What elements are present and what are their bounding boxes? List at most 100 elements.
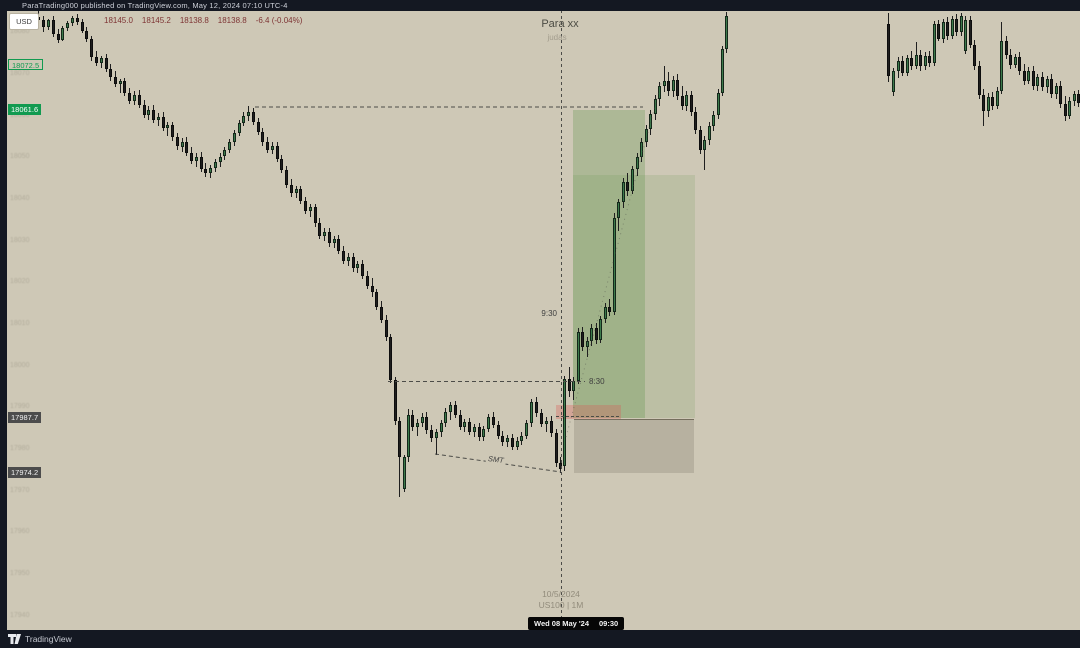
candle-body <box>1067 100 1071 116</box>
candle-body <box>194 156 198 161</box>
candle-body <box>720 48 724 94</box>
candle-body <box>539 413 543 425</box>
candle-body <box>317 223 321 236</box>
candle-body <box>265 142 269 150</box>
candle-body <box>496 424 500 436</box>
candle-body <box>161 116 165 129</box>
candle-body <box>241 115 245 124</box>
price-tick-label: 17990 <box>10 403 30 411</box>
candle-body <box>94 57 98 64</box>
price-tick-label: 17950 <box>10 570 30 578</box>
candle-body <box>180 141 184 147</box>
candle-body <box>374 292 378 307</box>
candle-body <box>711 114 715 126</box>
candle-body <box>680 95 684 106</box>
candle-body <box>118 81 122 84</box>
price-tick-label: 18010 <box>10 320 30 328</box>
price-label: 18072.5 <box>8 58 44 70</box>
candle-body <box>70 18 74 24</box>
candle-body <box>80 22 84 31</box>
candle-body <box>585 340 589 347</box>
candle-body <box>644 129 648 143</box>
candle-wick <box>120 78 121 94</box>
candle-body <box>89 38 93 58</box>
candle-wick <box>436 429 437 455</box>
gray-zone <box>574 419 694 473</box>
price-tick-label: 17940 <box>10 611 30 619</box>
candle-body <box>410 414 414 427</box>
footer-bar: TradingView <box>0 630 1080 648</box>
candle-body <box>108 68 112 78</box>
candle-body <box>270 145 274 150</box>
time-label-930: 9:30 <box>541 309 557 318</box>
candle-body <box>671 79 675 91</box>
legend-close: 18138.8 <box>217 16 247 25</box>
candle-body <box>84 30 88 39</box>
candle-body <box>156 116 160 120</box>
candle-body <box>1031 70 1035 86</box>
candle-body <box>648 114 652 129</box>
price-tick-label: 18070 <box>10 69 30 77</box>
candle-body <box>562 379 566 466</box>
candle-body <box>65 23 69 29</box>
candle-body <box>716 93 720 115</box>
candle-body <box>332 239 336 244</box>
crosshair-time-tooltip: Wed 08 May '24 09:30 <box>528 617 625 630</box>
tradingview-logo[interactable]: TradingView <box>8 634 72 644</box>
candle-body <box>625 182 629 191</box>
candle-body <box>41 19 45 28</box>
candle-body <box>500 435 504 443</box>
candle-body <box>365 275 369 286</box>
candle-body <box>554 433 558 464</box>
candle-body <box>544 420 548 425</box>
candle-body <box>549 420 553 434</box>
candle-body <box>402 457 406 490</box>
candle-body <box>675 79 679 96</box>
candle-body <box>603 306 607 320</box>
chart-canvas[interactable]: 18080 18070 18060 18050 18040 18030 18020 18010… <box>0 11 1080 630</box>
candle-body <box>927 55 931 64</box>
candle-body <box>393 379 397 421</box>
left-toolbar-strip <box>0 11 7 630</box>
candle-body <box>203 169 207 174</box>
candle-body <box>684 94 688 106</box>
candle-body <box>346 256 350 261</box>
candle-body <box>941 22 945 39</box>
candle-body <box>232 133 236 143</box>
legend-high: 18145.2 <box>141 16 171 25</box>
candle-body <box>467 422 471 432</box>
candle-body <box>1017 57 1021 71</box>
legend-change: -6.4 (-0.04%) <box>255 16 303 25</box>
price-tick-label: 18040 <box>10 195 30 203</box>
price-tick-label: 18000 <box>10 361 30 369</box>
candle-body <box>905 58 909 74</box>
price-label: 17974.2 <box>8 466 42 478</box>
candle-body <box>303 200 307 211</box>
pink-zone <box>556 405 621 419</box>
candle-body <box>424 416 428 430</box>
candle-body <box>607 306 611 312</box>
candle-body <box>589 328 593 341</box>
candle-body <box>510 438 514 447</box>
candle-body <box>558 463 562 470</box>
candle-wick <box>399 417 400 498</box>
candle-body <box>702 139 706 150</box>
candle-body <box>990 97 994 106</box>
price-tick-label: 17960 <box>10 528 30 536</box>
candle-body <box>529 402 533 424</box>
attribution-bar: ParaTrading000 published on TradingView.… <box>0 0 1080 11</box>
candle-body <box>289 184 293 194</box>
candle-body <box>1063 103 1067 116</box>
candle-body <box>1058 86 1062 104</box>
candle-body <box>384 319 388 338</box>
legend-open: 18145.0 <box>104 16 133 25</box>
time-label-830: 8:30 <box>589 377 605 386</box>
price-label: 18061.6 <box>8 103 42 115</box>
candle-body <box>294 189 298 194</box>
candle-body <box>341 250 345 261</box>
currency-toggle-button[interactable]: USD <box>9 13 39 30</box>
candle-body <box>534 402 538 414</box>
candle-body <box>999 40 1003 91</box>
price-tick-label: 18050 <box>10 153 30 161</box>
